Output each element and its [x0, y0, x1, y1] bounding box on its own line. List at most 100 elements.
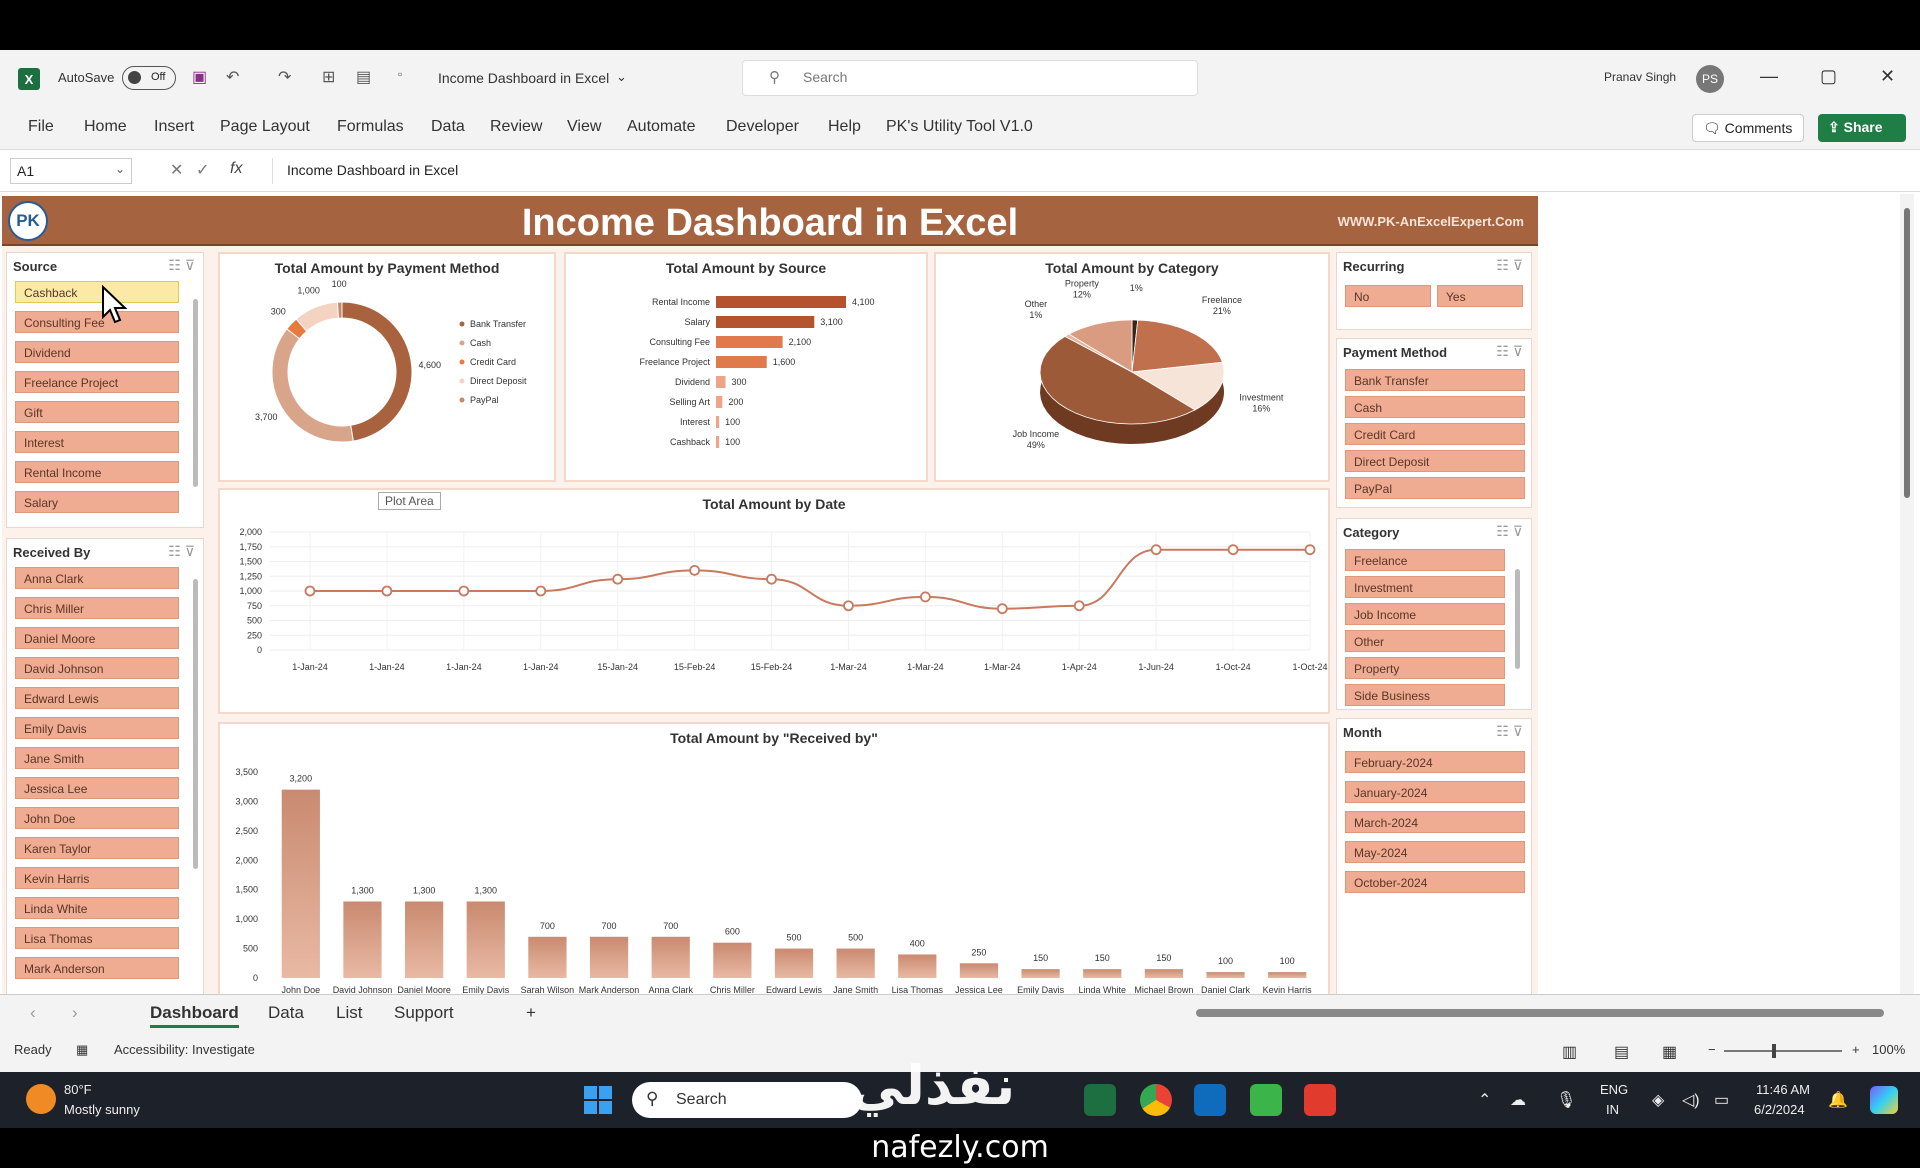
slicer-item[interactable]: October-2024 [1345, 871, 1525, 893]
copilot-icon[interactable] [1870, 1086, 1898, 1114]
slicer-item-yes[interactable]: Yes [1437, 285, 1523, 307]
chart-received-by[interactable]: Total Amount by "Received by" 0 500 1,000 1… [218, 722, 1330, 1002]
close-icon[interactable]: ✕ [1880, 66, 1896, 86]
chart-payment-method[interactable]: Total Amount by Payment Method 4,600 3,70… [218, 252, 556, 482]
volume-icon[interactable]: ◁) [1682, 1092, 1700, 1109]
restore-icon[interactable]: ▢ [1820, 66, 1838, 86]
formula-input[interactable]: Income Dashboard in Excel [272, 158, 1882, 184]
slicer-item[interactable]: Cash [1345, 396, 1525, 418]
save-icon[interactable]: ▣ [192, 69, 208, 86]
tab-review[interactable]: Review [490, 118, 543, 135]
sheet-tab-list[interactable]: List [336, 1003, 363, 1022]
prev-sheet-icon[interactable]: ‹ [30, 1003, 36, 1022]
sheet-tab-support[interactable]: Support [394, 1003, 454, 1022]
microphone-icon[interactable]: 🎙 [1556, 1092, 1577, 1109]
slicer-item-gift[interactable]: Gift [15, 401, 179, 423]
tray-chevron-icon[interactable]: ⌃ [1478, 1092, 1492, 1109]
function-icon[interactable]: fx [230, 160, 243, 177]
excel-app-icon[interactable] [1084, 1084, 1116, 1116]
tab-help[interactable]: Help [828, 118, 861, 135]
camtasia-app-icon[interactable] [1250, 1084, 1282, 1116]
slicer-item[interactable]: Daniel Moore [15, 627, 179, 649]
windows-start-icon[interactable] [584, 1086, 612, 1114]
accessibility-status[interactable]: Accessibility: Investigate [114, 1042, 255, 1057]
slicer-item[interactable]: Karen Taylor [15, 837, 179, 859]
clear-filter-icon[interactable]: ⊽ [1512, 523, 1523, 539]
enter-icon[interactable]: ✓ [196, 162, 210, 179]
worksheet-grid[interactable]: PK Income Dashboard in Excel WWW.PK-AnEx… [0, 192, 1920, 1004]
tab-insert[interactable]: Insert [154, 118, 195, 135]
normal-view-icon[interactable]: ▥ [1562, 1044, 1578, 1061]
slicer-item[interactable]: David Johnson [15, 657, 179, 679]
slicer-item-interest[interactable]: Interest [15, 431, 179, 453]
clock-time[interactable]: 11:46 AM [1756, 1082, 1810, 1097]
slicer-item[interactable]: Investment [1345, 576, 1505, 598]
redo-icon[interactable]: ↷ [278, 69, 292, 86]
sheet-tab-dashboard[interactable]: Dashboard [150, 1003, 239, 1028]
zoom-out-icon[interactable]: − [1708, 1042, 1716, 1057]
tab-automate[interactable]: Automate [627, 118, 696, 135]
slicer-item[interactable]: Chris Miller [15, 597, 179, 619]
zoom-level[interactable]: 100% [1872, 1042, 1906, 1057]
name-box[interactable]: A1 ⌄ [10, 158, 132, 184]
share-button[interactable]: ⇪ Share [1818, 114, 1906, 142]
recorder-app-icon[interactable] [1304, 1084, 1336, 1116]
slicer-item[interactable]: Anna Clark [15, 567, 179, 589]
chart-category[interactable]: Total Amount by Category Side Business1%… [934, 252, 1330, 482]
undo-icon[interactable]: ↶ [226, 69, 240, 86]
slicer-item[interactable]: Job Income [1345, 603, 1505, 625]
horizontal-scrollbar[interactable] [1196, 1009, 1884, 1017]
tab-data[interactable]: Data [431, 118, 465, 135]
weather-icon[interactable] [26, 1084, 56, 1114]
user-name[interactable]: Pranav Singh [1604, 70, 1677, 84]
clock-date[interactable]: 6/2/2024 [1754, 1102, 1805, 1117]
chart-source[interactable]: Total Amount by Source Rental Income 4,10… [564, 252, 928, 482]
slicer-item[interactable]: Jessica Lee [15, 777, 179, 799]
clear-filter-icon[interactable]: ⊽ [1512, 343, 1523, 359]
multi-select-icon[interactable]: ☷ [1496, 343, 1509, 359]
minimize-icon[interactable]: — [1760, 66, 1778, 86]
slicer-item-rental-income[interactable]: Rental Income [15, 461, 179, 483]
tab-file[interactable]: File [28, 118, 54, 135]
file-title[interactable]: Income Dashboard in Excel [438, 70, 610, 86]
language-code[interactable]: ENG [1600, 1082, 1629, 1097]
slicer-item[interactable]: February-2024 [1345, 751, 1525, 773]
chevron-down-icon[interactable]: ⌄ [616, 69, 627, 84]
chevron-down-icon[interactable]: ⌄ [114, 162, 125, 176]
slicer-item[interactable]: March-2024 [1345, 811, 1525, 833]
scrollbar[interactable] [193, 579, 198, 869]
multi-select-icon[interactable]: ☷ [1496, 523, 1509, 539]
onedrive-icon[interactable]: ☁ [1510, 1092, 1526, 1109]
slicer-item[interactable]: Freelance [1345, 549, 1505, 571]
slicer-item[interactable]: Direct Deposit [1345, 450, 1525, 472]
slicer-item[interactable]: PayPal [1345, 477, 1525, 499]
table-icon[interactable]: ⊞ [322, 69, 336, 86]
multi-select-icon[interactable]: ☷ [1496, 723, 1509, 739]
wifi-icon[interactable]: ◈ [1652, 1092, 1665, 1109]
autosave-toggle[interactable]: Off [122, 66, 176, 90]
customize-qat-icon[interactable]: ▫ [398, 67, 403, 81]
tab-home[interactable]: Home [84, 118, 127, 135]
sheet-tab-data[interactable]: Data [268, 1003, 304, 1022]
page-break-view-icon[interactable]: ▦ [1662, 1044, 1678, 1061]
clear-filter-icon[interactable]: ⊽ [1512, 723, 1523, 739]
macro-record-icon[interactable]: ▦ [76, 1042, 89, 1057]
slicer-item[interactable]: Other [1345, 630, 1505, 652]
form-icon[interactable]: ▤ [356, 69, 372, 86]
slicer-item[interactable]: Mark Anderson [15, 957, 179, 979]
search-input[interactable]: ⚲ Search [742, 60, 1198, 96]
scroll-thumb[interactable] [1904, 208, 1910, 498]
slicer-item-freelance-project[interactable]: Freelance Project [15, 371, 179, 393]
slicer-item[interactable]: Property [1345, 657, 1505, 679]
clear-filter-icon[interactable]: ⊽ [1512, 257, 1523, 273]
slicer-item[interactable]: May-2024 [1345, 841, 1525, 863]
add-sheet-icon[interactable]: + [526, 1003, 536, 1022]
slicer-item[interactable]: Bank Transfer [1345, 369, 1525, 391]
zoom-slider[interactable] [1724, 1044, 1842, 1058]
slicer-item[interactable]: Side Business [1345, 684, 1505, 706]
multi-select-icon[interactable]: ☷ [168, 257, 181, 273]
slicer-item-cashback[interactable]: Cashback [15, 281, 179, 303]
slicer-item[interactable]: John Doe [15, 807, 179, 829]
tab-formulas[interactable]: Formulas [337, 118, 404, 135]
multi-select-icon[interactable]: ☷ [1496, 257, 1509, 273]
